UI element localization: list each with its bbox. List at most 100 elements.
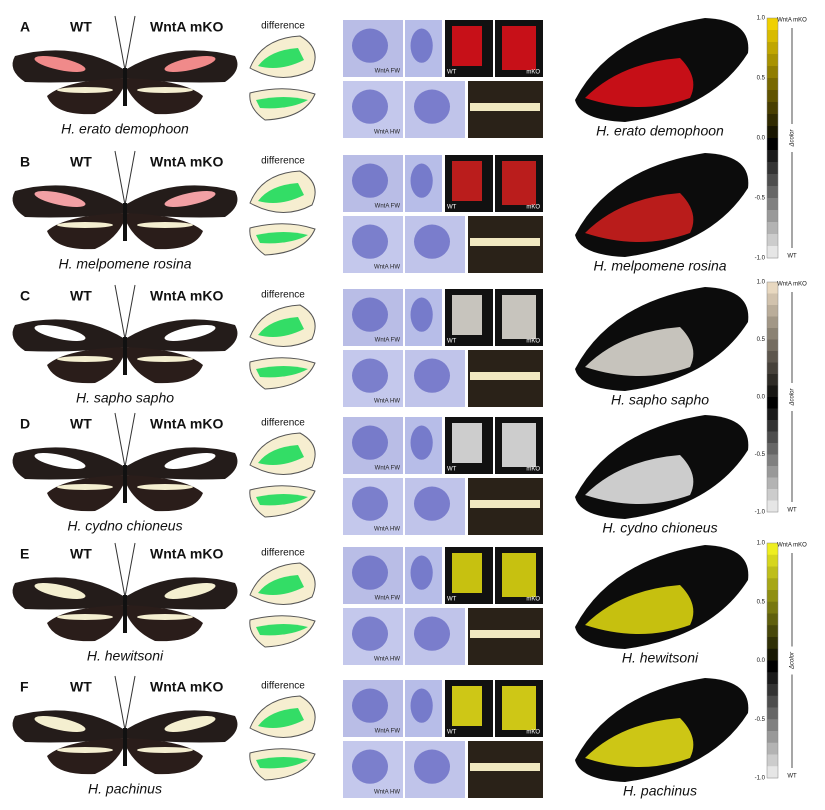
hindwing <box>47 213 125 250</box>
forewing-band <box>164 191 216 207</box>
colorbar-cell <box>767 339 778 352</box>
diff-patch <box>256 494 308 506</box>
forewing-band <box>164 325 216 341</box>
antenna <box>124 15 136 71</box>
colorbar-cell <box>767 102 778 115</box>
wt-patch <box>452 161 482 201</box>
forewing-band <box>164 583 216 599</box>
diff-patch <box>258 445 304 465</box>
insitu-stain <box>352 297 388 332</box>
colorbar-cell <box>767 362 778 375</box>
forewing-band <box>34 56 86 72</box>
diff-patch <box>258 708 304 728</box>
antenna <box>124 675 136 731</box>
diff-map <box>585 193 694 242</box>
species-name: H. hewitsoni <box>87 648 164 664</box>
hindwing-bar <box>137 87 193 93</box>
fw-label: WntA FW <box>375 729 401 735</box>
hindwing <box>47 738 125 775</box>
mko-patch <box>502 295 536 339</box>
mko-label: WntA mKO <box>150 679 223 695</box>
diff-patch <box>256 232 308 244</box>
antenna <box>124 284 136 340</box>
panel: E WT WntA mKO H. hewitsoni difference WntA FW… <box>12 542 749 666</box>
colorbar-tick: -0.5 <box>755 196 766 202</box>
fw-label: WntA FW <box>375 338 401 344</box>
hindwing <box>47 605 125 642</box>
wt-photo-label: WT <box>447 730 457 736</box>
antenna <box>124 150 136 206</box>
colorbar-cell <box>767 150 778 163</box>
hindwing-bar <box>57 747 113 753</box>
colorbar-cell <box>767 328 778 340</box>
forewing-band <box>34 325 86 341</box>
hindwing <box>47 475 125 512</box>
hindwing <box>125 347 203 384</box>
hw-label: WntA HW <box>374 130 400 136</box>
colorbar-cell <box>767 210 778 223</box>
fw-label: WntA FW <box>375 204 401 210</box>
hindwing-bar <box>137 614 193 620</box>
colorbar-cell <box>767 719 778 732</box>
insitu-stain <box>352 486 388 521</box>
body <box>123 728 127 766</box>
diff-patch <box>258 48 304 68</box>
hw-bar <box>470 372 540 380</box>
colorbar-cell <box>767 742 778 755</box>
colorbar-tick: 1.0 <box>757 16 766 22</box>
wt-patch <box>452 423 482 463</box>
hindwing-bar <box>57 356 113 362</box>
wt-patch <box>452 295 482 335</box>
hindwing <box>47 347 125 384</box>
insitu-stain <box>414 749 450 784</box>
panel: B WT WntA mKO H. melpomene rosina difference… <box>12 150 749 274</box>
panel-letter: F <box>20 679 29 695</box>
hindwing-bar <box>137 747 193 753</box>
colorbar-cell <box>767 90 778 103</box>
colorbar-tick: 1.0 <box>757 541 766 547</box>
colorbar-cell <box>767 222 778 235</box>
forewing-band <box>34 583 86 599</box>
colorbar-cell <box>767 351 778 363</box>
hindwing <box>47 78 125 115</box>
colorbar-tick: 0.0 <box>757 395 766 401</box>
colorbar-tick: -0.5 <box>755 452 766 458</box>
diff-map <box>585 585 694 634</box>
insitu-stain <box>414 89 450 124</box>
species-name-right: H. erato demophoon <box>596 123 724 139</box>
colorbar-cell <box>767 114 778 127</box>
hindwing <box>125 605 203 642</box>
species-name-right: H. hewitsoni <box>622 650 699 666</box>
wt-label: WT <box>70 288 92 304</box>
diff-patch <box>256 366 308 378</box>
forewing-band <box>164 56 216 72</box>
mko-label: WntA mKO <box>150 546 223 562</box>
hw-bar <box>470 763 540 771</box>
antenna <box>114 412 126 468</box>
insitu-stain <box>352 28 388 63</box>
colorbar-cell <box>767 648 778 661</box>
diff-patch <box>258 317 304 337</box>
colorbar-tick: -1.0 <box>755 510 766 516</box>
panel-letter: E <box>20 546 29 562</box>
diff-map <box>585 455 694 504</box>
wt-patch <box>452 26 482 66</box>
colorbar-cell <box>767 186 778 199</box>
insitu-stain <box>352 89 388 124</box>
colorbar-cell <box>767 198 778 211</box>
colorbar-cell <box>767 660 778 673</box>
colorbar-cell <box>767 707 778 720</box>
colorbar-cell <box>767 684 778 697</box>
hindwing-bar <box>57 484 113 490</box>
insitu-stain <box>352 358 388 393</box>
colorbar-cell <box>767 174 778 187</box>
mko-label: WntA mKO <box>150 288 223 304</box>
colorbar-cell <box>767 695 778 708</box>
insitu-stain <box>352 555 388 590</box>
colorbar-tick: 0.5 <box>757 76 766 82</box>
hindwing <box>125 475 203 512</box>
mko-label: WntA mKO <box>150 416 223 432</box>
colorbar-cell <box>767 672 778 685</box>
colorbar-cell <box>767 54 778 67</box>
